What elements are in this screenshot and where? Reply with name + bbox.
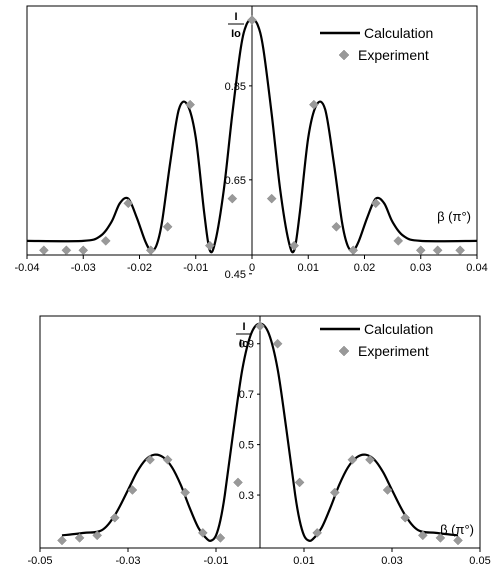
experiment-point bbox=[415, 245, 426, 256]
experiment-point bbox=[145, 245, 156, 256]
legend-label-calculation: Calculation bbox=[364, 25, 433, 41]
x-tick-label: -0.04 bbox=[14, 262, 39, 274]
experiment-point bbox=[215, 533, 226, 543]
experiment-point bbox=[272, 338, 283, 349]
y-tick-label: 0.45 bbox=[225, 269, 246, 281]
y-label-denominator: Io bbox=[239, 338, 249, 350]
experiment-point bbox=[435, 533, 446, 543]
experiment-point bbox=[247, 15, 257, 25]
experiment-point bbox=[227, 193, 238, 204]
x-tick-label: 0 bbox=[249, 262, 255, 274]
x-tick-label: -0.05 bbox=[27, 555, 52, 567]
chart-1: -0.04 -0.03 -0.02 -0.01 0 0.01 0.02 0.03 0.040.8… bbox=[14, 5, 488, 281]
y-tick-label: 0.5 bbox=[239, 440, 254, 452]
experiment-point bbox=[180, 487, 191, 498]
experiment-point bbox=[289, 240, 300, 251]
x-tick-label: 0.03 bbox=[410, 262, 431, 274]
experiment-point bbox=[204, 240, 215, 251]
experiment-point bbox=[197, 528, 208, 538]
x-tick-label: 0.04 bbox=[466, 262, 487, 274]
experiment-point bbox=[145, 454, 155, 465]
experiment-point bbox=[347, 454, 358, 465]
x-axis-label: β (π°) bbox=[437, 209, 471, 224]
experiment-point bbox=[417, 530, 428, 541]
experiment-point bbox=[233, 477, 243, 488]
experiment-point bbox=[453, 535, 463, 546]
experiment-point bbox=[266, 193, 277, 204]
x-tick-label: 0.03 bbox=[381, 555, 402, 567]
experiment-point bbox=[92, 530, 103, 541]
legend-label-calculation: Calculation bbox=[364, 321, 433, 337]
experiment-point bbox=[162, 221, 173, 232]
x-tick-label: -0.03 bbox=[71, 262, 96, 274]
y-label-numerator: I bbox=[242, 321, 245, 333]
x-tick-label: 0.02 bbox=[354, 262, 375, 274]
experiment-point bbox=[370, 198, 381, 209]
y-tick-label: 0.7 bbox=[239, 389, 254, 401]
experiment-point bbox=[123, 198, 134, 209]
experiment-point bbox=[348, 245, 359, 256]
legend-label-experiment: Experiment bbox=[358, 343, 429, 359]
experiment-point bbox=[255, 321, 265, 331]
experiment-point bbox=[365, 454, 375, 465]
experiment-point bbox=[127, 485, 138, 495]
experiment-point bbox=[329, 487, 340, 498]
experiment-point bbox=[61, 245, 72, 256]
experiment-point bbox=[162, 454, 173, 465]
y-tick-label: 0.9 bbox=[239, 339, 254, 351]
x-tick-label: 0.05 bbox=[469, 555, 490, 567]
experiment-point bbox=[393, 236, 404, 246]
chart-2: -0.05 -0.03 -0.01 0.01 0.03 0.05 0.9 0.7 0.5 0.3 I… bbox=[27, 315, 491, 567]
experiment-point bbox=[382, 485, 393, 495]
experiment-point bbox=[400, 512, 411, 523]
x-tick-label: 0.01 bbox=[293, 555, 314, 567]
experiment-point bbox=[432, 245, 443, 256]
experiment-point bbox=[312, 528, 323, 538]
x-tick-label: -0.03 bbox=[115, 555, 140, 567]
experiment-point bbox=[331, 221, 342, 232]
experiment-point bbox=[185, 99, 195, 110]
legend-diamond-swatch bbox=[338, 49, 350, 61]
x-tick-label: -0.01 bbox=[203, 555, 228, 567]
experiment-point bbox=[57, 535, 67, 546]
experiment-point bbox=[109, 512, 120, 523]
experiment-point bbox=[39, 245, 49, 256]
y-tick-label: 0.65 bbox=[225, 175, 246, 187]
legend-diamond-swatch bbox=[338, 345, 350, 357]
y-tick-label: 0.3 bbox=[239, 490, 254, 502]
x-tick-label: -0.01 bbox=[183, 262, 208, 274]
experiment-point bbox=[309, 99, 319, 110]
legend-label-experiment: Experiment bbox=[358, 47, 429, 63]
experiment-point bbox=[78, 245, 89, 256]
experiment-point bbox=[74, 533, 85, 543]
y-label-numerator: I bbox=[234, 11, 237, 23]
y-label-denominator: Io bbox=[231, 28, 241, 40]
experiment-point bbox=[100, 236, 111, 246]
experiment-point bbox=[455, 245, 465, 256]
x-tick-label: 0.01 bbox=[298, 262, 319, 274]
experiment-point bbox=[294, 477, 305, 488]
x-tick-label: -0.02 bbox=[127, 262, 152, 274]
